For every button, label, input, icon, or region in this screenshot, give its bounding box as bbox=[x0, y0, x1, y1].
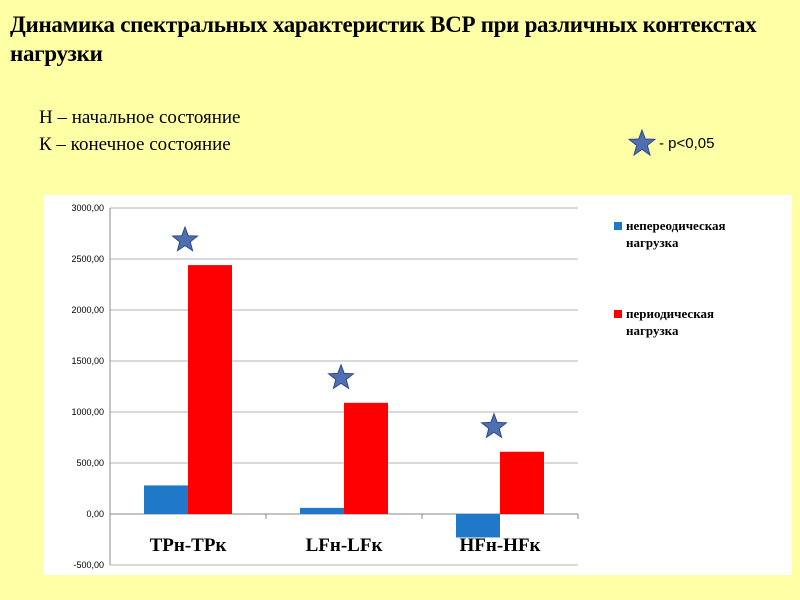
category-label: TPн-TPк bbox=[150, 535, 227, 556]
category-label: LFн-LFк bbox=[306, 535, 383, 556]
y-tick-label: 500,00 bbox=[76, 458, 104, 468]
legend-label: периодическая нагрузка bbox=[626, 306, 714, 338]
slide-title: Динамика спектральных характеристик ВСР … bbox=[10, 12, 757, 66]
chart-area: -500,00 0,00 500,00 1000,00 1500,00 2000,00 25… bbox=[44, 195, 792, 575]
y-tick-label: 1500,00 bbox=[71, 356, 104, 366]
significance-star bbox=[480, 412, 508, 439]
significance-legend: - p<0,05 bbox=[628, 128, 714, 158]
y-tick-label: 2500,00 bbox=[71, 254, 104, 264]
bar-nonperiodic bbox=[300, 507, 344, 514]
y-tick-label: 2000,00 bbox=[71, 305, 104, 315]
significance-star bbox=[327, 363, 355, 390]
star-icon bbox=[628, 129, 656, 157]
y-tick-label: -500,00 bbox=[73, 560, 104, 570]
legend-swatch bbox=[614, 222, 622, 230]
legend-label: непереодическая нагрузка bbox=[626, 218, 726, 250]
bar-periodic bbox=[188, 265, 232, 514]
category-label: HFн-HFк bbox=[460, 535, 541, 556]
note-final-state: К – конечное состояние bbox=[39, 134, 231, 155]
y-tick-label: 1000,00 bbox=[71, 407, 104, 417]
note-initial-state: Н – начальное состояние bbox=[39, 107, 241, 128]
significance-star bbox=[171, 225, 199, 252]
bar-nonperiodic bbox=[144, 485, 188, 514]
y-tick-label: 0,00 bbox=[86, 509, 104, 519]
significance-label: - p<0,05 bbox=[659, 134, 715, 152]
bar-periodic bbox=[344, 402, 388, 514]
legend-swatch bbox=[614, 310, 622, 318]
bar-nonperiodic bbox=[456, 514, 500, 538]
bar-chart: -500,00 0,00 500,00 1000,00 1500,00 2000,00 25… bbox=[71, 203, 726, 570]
y-tick-label: 3000,00 bbox=[71, 203, 104, 213]
bar-periodic bbox=[500, 451, 544, 514]
